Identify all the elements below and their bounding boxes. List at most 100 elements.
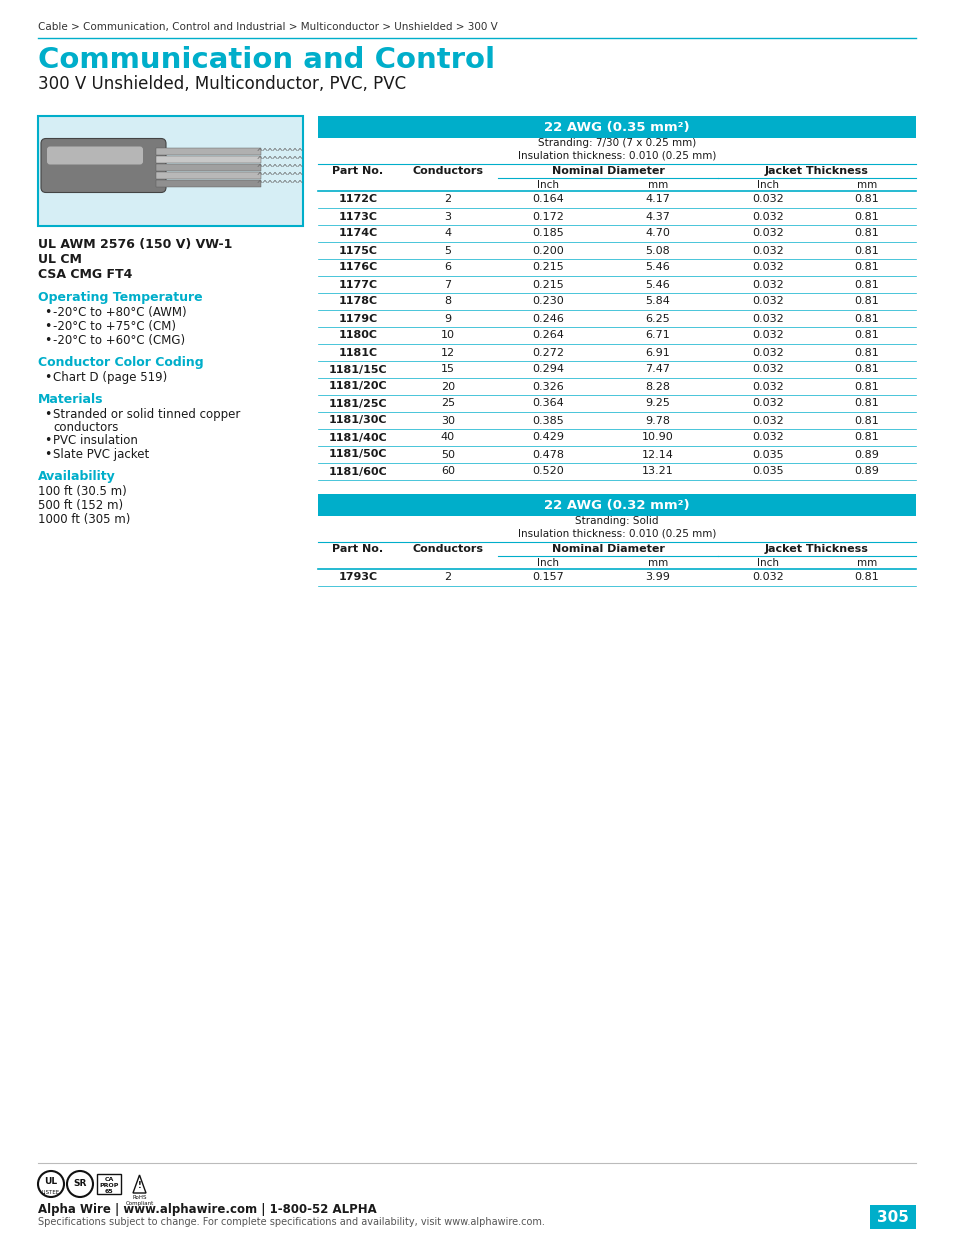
- Text: Inch: Inch: [757, 179, 779, 189]
- Text: 1181C: 1181C: [338, 347, 377, 357]
- Text: 0.364: 0.364: [532, 399, 563, 409]
- Text: RoHS
Compliant: RoHS Compliant: [125, 1195, 153, 1205]
- FancyBboxPatch shape: [47, 147, 143, 164]
- Text: •: •: [44, 370, 51, 384]
- Text: Nominal Diameter: Nominal Diameter: [551, 165, 663, 177]
- Text: 20: 20: [440, 382, 455, 391]
- Text: -20°C to +80°C (AWM): -20°C to +80°C (AWM): [53, 306, 187, 319]
- Text: 0.215: 0.215: [532, 263, 563, 273]
- Text: UL: UL: [45, 1177, 57, 1187]
- Text: 0.81: 0.81: [854, 432, 879, 442]
- Text: 0.81: 0.81: [854, 211, 879, 221]
- Text: Operating Temperature: Operating Temperature: [38, 291, 202, 304]
- Text: 0.81: 0.81: [854, 263, 879, 273]
- Text: Stranding: 7/30 (7 x 0.25 mm): Stranding: 7/30 (7 x 0.25 mm): [537, 138, 696, 148]
- Text: 0.429: 0.429: [532, 432, 563, 442]
- Text: 1181/30C: 1181/30C: [329, 415, 387, 426]
- Text: Alpha Wire | www.alphawire.com | 1-800-52 ALPHA: Alpha Wire | www.alphawire.com | 1-800-5…: [38, 1203, 376, 1216]
- Text: Insulation thickness: 0.010 (0.25 mm): Insulation thickness: 0.010 (0.25 mm): [517, 529, 716, 538]
- Text: 0.032: 0.032: [751, 194, 783, 205]
- Text: 1180C: 1180C: [338, 331, 377, 341]
- Text: 5.08: 5.08: [645, 246, 670, 256]
- Text: UL CM: UL CM: [38, 253, 82, 266]
- Text: 0.032: 0.032: [751, 399, 783, 409]
- Text: 8: 8: [444, 296, 451, 306]
- Text: 0.032: 0.032: [751, 432, 783, 442]
- Text: Materials: Materials: [38, 393, 103, 406]
- Bar: [156, 163, 261, 170]
- Text: Inch: Inch: [537, 557, 558, 568]
- Text: 0.89: 0.89: [854, 467, 879, 477]
- Text: 0.520: 0.520: [532, 467, 563, 477]
- Text: 7.47: 7.47: [645, 364, 670, 374]
- Text: 0.032: 0.032: [751, 296, 783, 306]
- Text: 0.032: 0.032: [751, 382, 783, 391]
- Text: 6.71: 6.71: [645, 331, 670, 341]
- Text: mm: mm: [856, 179, 876, 189]
- Text: 0.032: 0.032: [751, 211, 783, 221]
- Text: 1175C: 1175C: [338, 246, 377, 256]
- Text: 0.035: 0.035: [751, 467, 783, 477]
- Text: 4.17: 4.17: [645, 194, 670, 205]
- Text: 1181/50C: 1181/50C: [329, 450, 387, 459]
- Text: 0.272: 0.272: [532, 347, 563, 357]
- Text: Communication and Control: Communication and Control: [38, 46, 495, 74]
- Text: 0.032: 0.032: [751, 347, 783, 357]
- Text: 4.37: 4.37: [645, 211, 670, 221]
- Text: 0.81: 0.81: [854, 246, 879, 256]
- Text: mm: mm: [856, 557, 876, 568]
- Text: 1793C: 1793C: [338, 573, 377, 583]
- Text: 7: 7: [444, 279, 451, 289]
- Text: 5.46: 5.46: [645, 263, 670, 273]
- Bar: [317, 494, 915, 516]
- Text: Conductors: Conductors: [412, 543, 483, 555]
- Text: Slate PVC jacket: Slate PVC jacket: [53, 448, 149, 461]
- Text: 3: 3: [444, 211, 451, 221]
- Text: Inch: Inch: [757, 557, 779, 568]
- Text: 2: 2: [444, 194, 451, 205]
- Text: 0.81: 0.81: [854, 573, 879, 583]
- Text: 1177C: 1177C: [338, 279, 377, 289]
- Text: 0.478: 0.478: [532, 450, 563, 459]
- Text: LISTEE: LISTEE: [42, 1191, 60, 1195]
- Text: 50: 50: [440, 450, 455, 459]
- Text: 3.99: 3.99: [645, 573, 670, 583]
- Text: 8.28: 8.28: [645, 382, 670, 391]
- Text: •: •: [44, 408, 51, 421]
- Text: 0.81: 0.81: [854, 194, 879, 205]
- Text: Jacket Thickness: Jacket Thickness: [764, 543, 868, 555]
- Text: 0.032: 0.032: [751, 246, 783, 256]
- Text: 0.246: 0.246: [532, 314, 563, 324]
- Text: 0.200: 0.200: [532, 246, 563, 256]
- Bar: [156, 172, 261, 179]
- Bar: [38, 116, 303, 226]
- Text: 0.385: 0.385: [532, 415, 563, 426]
- FancyBboxPatch shape: [41, 138, 166, 193]
- Text: mm: mm: [647, 179, 667, 189]
- Text: 15: 15: [440, 364, 455, 374]
- Text: 0.230: 0.230: [532, 296, 563, 306]
- Text: 1181/40C: 1181/40C: [328, 432, 387, 442]
- Text: 1181/15C: 1181/15C: [329, 364, 387, 374]
- Text: Stranding: Solid: Stranding: Solid: [575, 516, 659, 526]
- Text: 0.294: 0.294: [532, 364, 563, 374]
- Text: 0.164: 0.164: [532, 194, 563, 205]
- Text: 10: 10: [440, 331, 455, 341]
- Text: Cable > Communication, Control and Industrial > Multiconductor > Unshielded > 30: Cable > Communication, Control and Indus…: [38, 22, 497, 32]
- Text: •: •: [44, 433, 51, 447]
- Bar: [156, 179, 261, 186]
- Text: 2: 2: [444, 573, 451, 583]
- Text: •: •: [44, 448, 51, 461]
- Text: !: !: [137, 1181, 141, 1189]
- Text: 1181/60C: 1181/60C: [328, 467, 387, 477]
- Text: 0.032: 0.032: [751, 228, 783, 238]
- Text: Conductors: Conductors: [412, 165, 483, 177]
- Text: Chart D (page 519): Chart D (page 519): [53, 370, 167, 384]
- Text: UL AWM 2576 (150 V) VW-1: UL AWM 2576 (150 V) VW-1: [38, 238, 233, 251]
- Text: 9.25: 9.25: [645, 399, 670, 409]
- Text: 0.215: 0.215: [532, 279, 563, 289]
- Text: 5.46: 5.46: [645, 279, 670, 289]
- Text: 0.035: 0.035: [751, 450, 783, 459]
- Text: 10.90: 10.90: [641, 432, 673, 442]
- Text: 0.81: 0.81: [854, 399, 879, 409]
